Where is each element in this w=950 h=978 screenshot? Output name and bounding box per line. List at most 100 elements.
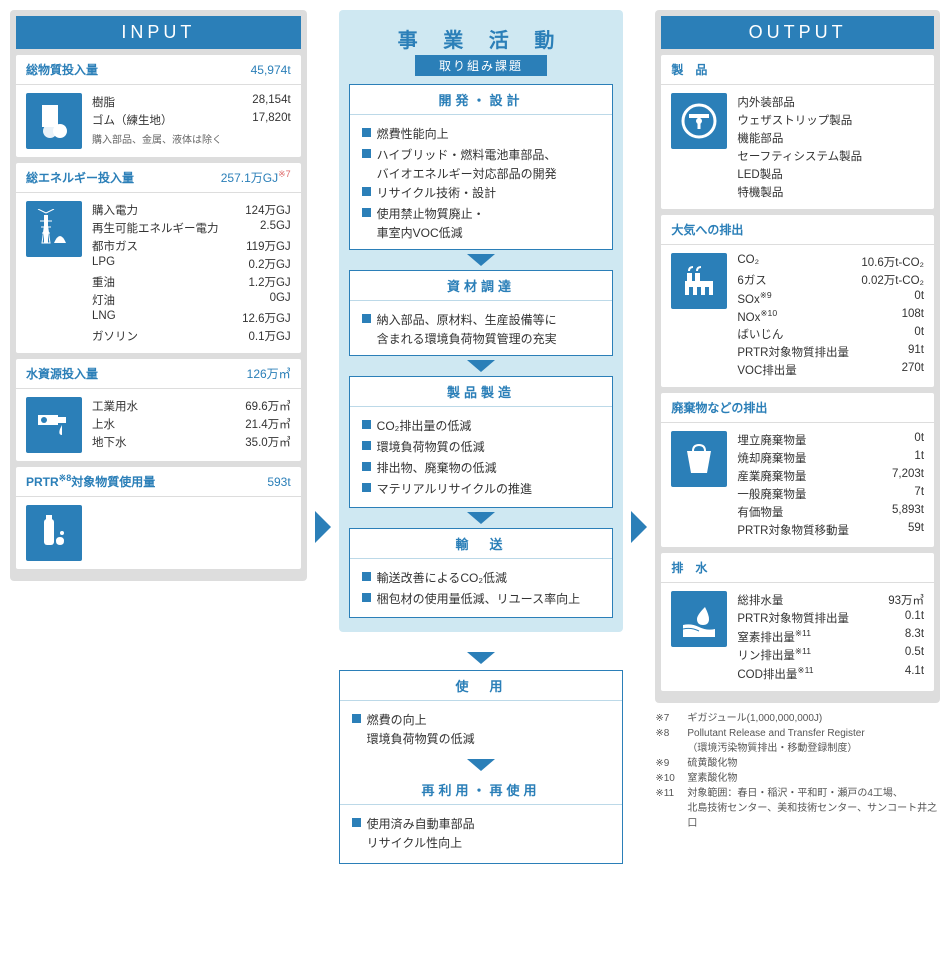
data-row: COD排出量※114.1t (737, 664, 924, 683)
bullet-item: CO₂排出量の低減 (362, 415, 601, 436)
data-row: NOx※10108t (737, 307, 924, 325)
data-row: 再生可能エネルギー電力2.5GJ (92, 219, 291, 237)
data-row: 重油1.2万GJ (92, 273, 291, 291)
activity-card: 使 用燃費の向上環境負荷物質の低減 (340, 671, 623, 755)
down-arrow-icon (467, 652, 495, 664)
activity-card: 輸 送輸送改善によるCO₂低減梱包材の使用量低減、リユース率向上 (349, 528, 614, 618)
output-column-wrap: OUTPUT 製 品内外装部品ウェザストリップ製品機能部品セーフティシステム製品… (655, 10, 940, 831)
bullet-sub: 車室内VOC低減 (362, 224, 601, 241)
bullet-item: 燃費の向上 (352, 709, 611, 730)
data-row: セーフティシステム製品 (737, 147, 924, 165)
middle-upper-group: 事 業 活 動 取り組み課題 開発・設計燃費性能向上ハイブリッド・燃料電池車部品… (339, 10, 624, 632)
square-bullet-icon (362, 420, 371, 429)
square-bullet-icon (362, 208, 371, 217)
down-arrow-icon (467, 360, 495, 372)
note: 購入部品、金属、液体は除く (92, 131, 291, 146)
data-row: PRTR対象物質移動量59t (737, 521, 924, 539)
activity-title: 製品製造 (350, 377, 613, 407)
square-bullet-icon (362, 441, 371, 450)
data-row: 特機製品 (737, 183, 924, 201)
down-arrow-icon (467, 759, 495, 771)
activity-title: 輸 送 (350, 529, 613, 559)
bullet-item: 使用禁止物質廃止・ (362, 203, 601, 224)
activity-title: 再利用・再使用 (340, 775, 623, 805)
output-card: 大気への排出CO₂10.6万t-CO₂6ガス0.02万t-CO₂SOx※90tN… (661, 215, 934, 387)
down-arrow-icon (467, 254, 495, 266)
card-header: 排 水 (661, 553, 934, 583)
footnote: ※7ギガジュール(1,000,000,000J) (655, 711, 940, 726)
data-row: 灯油0GJ (92, 291, 291, 309)
square-bullet-icon (362, 314, 371, 323)
activity-title: 開発・設計 (350, 85, 613, 115)
card-header: 廃棄物などの排出 (661, 393, 934, 423)
input-card: 総エネルギー投入量257.1万GJ※7 購入電力124万GJ再生可能エネルギー電力… (16, 163, 301, 353)
data-row: 産業廃棄物量7,203t (737, 467, 924, 485)
data-row: SOx※90t (737, 289, 924, 307)
input-header: INPUT (16, 16, 301, 49)
middle-subtitle: 取り組み課題 (415, 55, 547, 76)
square-bullet-icon (362, 149, 371, 158)
square-bullet-icon (362, 128, 371, 137)
waste-icon (671, 431, 727, 487)
data-row: 購入電力124万GJ (92, 201, 291, 219)
data-row: 都市ガス119万GJ (92, 237, 291, 255)
data-row: 樹脂28,154t (92, 93, 291, 111)
data-row: 地下水35.0万㎥ (92, 433, 291, 451)
bullet-item: 梱包材の使用量低減、リユース率向上 (362, 588, 601, 609)
activity-card: 資材調達納入部品、原材料、生産設備等に含まれる環境負荷物質管理の充実 (349, 270, 614, 356)
data-row: LNG12.6万GJ (92, 309, 291, 327)
footnote: ※11対象範囲：春日・稲沢・平和町・瀬戸の4工場、北島技術センター、美和技術セン… (655, 786, 940, 831)
middle-title: 事 業 活 動 (349, 20, 614, 55)
data-row: ガソリン0.1万GJ (92, 327, 291, 345)
data-row: CO₂10.6万t-CO₂ (737, 253, 924, 271)
bullet-sub: 含まれる環境負荷物質管理の充実 (362, 330, 601, 347)
input-card: 水資源投入量126万㎥工業用水69.6万㎥上水21.4万㎥地下水35.0万㎥ (16, 359, 301, 461)
arrow-right-icon (631, 511, 647, 543)
energy-icon (26, 201, 82, 257)
data-row: 上水21.4万㎥ (92, 415, 291, 433)
card-header: 総エネルギー投入量257.1万GJ※7 (16, 163, 301, 193)
output-card: 廃棄物などの排出埋立廃棄物量0t焼却廃棄物量1t産業廃棄物量7,203t一般廃棄… (661, 393, 934, 547)
data-row: LED製品 (737, 165, 924, 183)
arrow-right-icon (315, 511, 331, 543)
middle-lower-group: 使 用燃費の向上環境負荷物質の低減再利用・再使用使用済み自動車部品リサイクル性向… (339, 670, 624, 864)
activity-title: 使 用 (340, 671, 623, 701)
data-row: LPG0.2万GJ (92, 255, 291, 273)
output-card: 製 品内外装部品ウェザストリップ製品機能部品セーフティシステム製品LED製品特機… (661, 55, 934, 209)
footnotes: ※7ギガジュール(1,000,000,000J)※8Pollutant Rele… (655, 711, 940, 831)
footnote: ※10窒素酸化物 (655, 771, 940, 786)
chemical-icon (26, 505, 82, 561)
bullet-item: マテリアルリサイクルの推進 (362, 478, 601, 499)
data-row: 工業用水69.6万㎥ (92, 397, 291, 415)
input-card: PRTR※8対象物質使用量593t (16, 467, 301, 569)
input-column: INPUT 総物質投入量45,974t樹脂28,154tゴム（練生地）17,82… (10, 10, 307, 581)
footnote: ※9硫黄酸化物 (655, 756, 940, 771)
bullet-sub: バイオエネルギー対応部品の開発 (362, 165, 601, 182)
data-row: ばいじん0t (737, 325, 924, 343)
card-header: 製 品 (661, 55, 934, 85)
footnote: ※8Pollutant Release and Transfer Registe… (655, 726, 940, 756)
square-bullet-icon (352, 818, 361, 827)
square-bullet-icon (362, 593, 371, 602)
data-row: 有価物量5,893t (737, 503, 924, 521)
square-bullet-icon (362, 572, 371, 581)
output-header: OUTPUT (661, 16, 934, 49)
card-header: 大気への排出 (661, 215, 934, 245)
data-row: 内外装部品 (737, 93, 924, 111)
activity-title: 資材調達 (350, 271, 613, 301)
card-header: 総物質投入量45,974t (16, 55, 301, 85)
middle-column: 事 業 活 動 取り組み課題 開発・設計燃費性能向上ハイブリッド・燃料電池車部品… (339, 10, 624, 864)
main-container: INPUT 総物質投入量45,974t樹脂28,154tゴム（練生地）17,82… (10, 10, 940, 864)
data-row: PRTR対象物質排出量91t (737, 343, 924, 361)
bullet-sub: 環境負荷物質の低減 (352, 730, 611, 747)
data-row: リン排出量※110.5t (737, 645, 924, 664)
bullet-item: リサイクル技術・設計 (362, 182, 601, 203)
product-icon (671, 93, 727, 149)
data-row: ウェザストリップ製品 (737, 111, 924, 129)
output-card: 排 水総排水量93万㎥PRTR対象物質排出量0.1t窒素排出量※118.3tリン… (661, 553, 934, 691)
bullet-item: 納入部品、原材料、生産設備等に (362, 309, 601, 330)
bullet-item: ハイブリッド・燃料電池車部品、 (362, 144, 601, 165)
activity-card: 製品製造CO₂排出量の低減環境負荷物質の低減排出物、廃棄物の低減マテリアルリサイ… (349, 376, 614, 508)
data-row: 埋立廃棄物量0t (737, 431, 924, 449)
square-bullet-icon (362, 462, 371, 471)
